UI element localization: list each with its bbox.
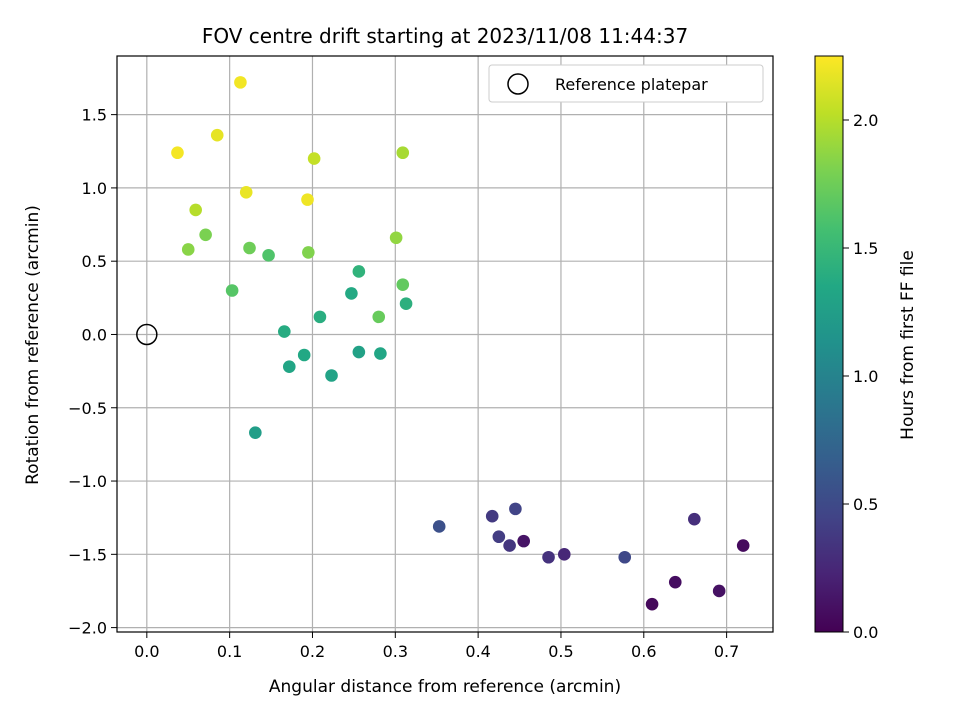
data-point (345, 287, 358, 300)
x-tick-label: 0.7 (714, 642, 739, 661)
colorbar-tick-label: 1.5 (853, 239, 878, 258)
reference-point (136, 323, 158, 346)
colorbar-tick-label: 2.0 (853, 111, 878, 130)
data-point (389, 231, 403, 245)
x-axis-title: Angular distance from reference (arcmin) (269, 677, 621, 697)
data-point (282, 360, 296, 374)
y-tick-label: −2.0 (68, 619, 107, 638)
data-point (517, 534, 530, 548)
x-tick-label: 0.4 (465, 642, 490, 661)
data-point (352, 265, 366, 278)
legend: Reference platepar (488, 64, 764, 103)
data-point (542, 550, 555, 564)
data-point (736, 539, 750, 552)
colorbar-tick-label: 0.5 (853, 495, 878, 514)
x-tick-label: 0.3 (383, 642, 408, 661)
data-point (199, 228, 212, 242)
data-point (645, 597, 659, 611)
colorbar-tick-label: 0.0 (853, 623, 878, 642)
data-point (313, 310, 327, 324)
colorbar-gradient (814, 55, 844, 633)
data-point (210, 128, 224, 142)
x-axis-ticks: 0.0 0.1 0.2 0.3 0.4 0.5 0.6 0.7 (134, 632, 739, 661)
data-point (618, 550, 632, 564)
y-tick-label: 1.0 (82, 179, 107, 198)
data-point (171, 146, 184, 160)
data-point (307, 152, 321, 165)
data-point (374, 347, 387, 360)
data-point (243, 241, 256, 255)
data-point (509, 502, 522, 516)
data-point (262, 249, 275, 262)
data-point (399, 297, 413, 310)
chart-title: FOV centre drift starting at 2023/11/08 … (202, 24, 688, 48)
data-point (189, 203, 202, 217)
data-point (668, 575, 682, 589)
data-point (239, 186, 253, 199)
data-point (325, 369, 338, 382)
data-point (492, 530, 506, 544)
y-tick-label: −0.5 (68, 399, 107, 418)
data-point (688, 512, 701, 526)
data-point (225, 284, 239, 297)
data-point (249, 426, 262, 439)
data-point (297, 348, 311, 362)
x-tick-label: 0.6 (631, 642, 656, 661)
y-axis-title: Rotation from reference (arcmin) (23, 205, 43, 485)
data-point (485, 509, 499, 523)
data-point (396, 146, 410, 160)
x-tick-label: 0.2 (300, 642, 325, 661)
legend-label: Reference platepar (555, 75, 708, 94)
data-point (302, 246, 315, 259)
scatter-points (171, 76, 750, 611)
legend-box (488, 64, 764, 103)
data-point (352, 345, 366, 359)
y-tick-label: 0.5 (82, 252, 107, 271)
y-tick-label: −1.5 (68, 545, 107, 564)
data-point (234, 76, 247, 89)
plot-frame (116, 55, 774, 633)
data-point (503, 539, 516, 552)
x-tick-label: 0.0 (134, 642, 159, 661)
y-tick-label: −1.0 (68, 472, 107, 491)
data-point (181, 243, 195, 256)
colorbar-tick-label: 1.0 (853, 367, 878, 386)
data-point (712, 584, 726, 598)
x-tick-label: 0.5 (548, 642, 573, 661)
y-tick-label: 1.5 (82, 106, 107, 125)
data-point (278, 325, 291, 338)
data-point (432, 520, 446, 533)
y-axis-ticks: −2.0 −1.5 −1.0 −0.5 0.0 0.5 1.0 1.5 (68, 106, 117, 638)
data-point (372, 310, 386, 324)
x-tick-label: 0.1 (217, 642, 242, 661)
grid (117, 56, 773, 632)
colorbar-title: Hours from first FF file (898, 250, 918, 440)
y-tick-label: 0.0 (82, 325, 107, 344)
data-point (301, 193, 314, 206)
colorbar-ticks: 0.0 0.5 1.0 1.5 2.0 (843, 111, 878, 642)
legend-marker-icon (507, 73, 529, 95)
colorbar: 0.0 0.5 1.0 1.5 2.0 Hours from first FF file (814, 55, 918, 642)
data-point (396, 278, 410, 291)
data-point (557, 548, 571, 561)
